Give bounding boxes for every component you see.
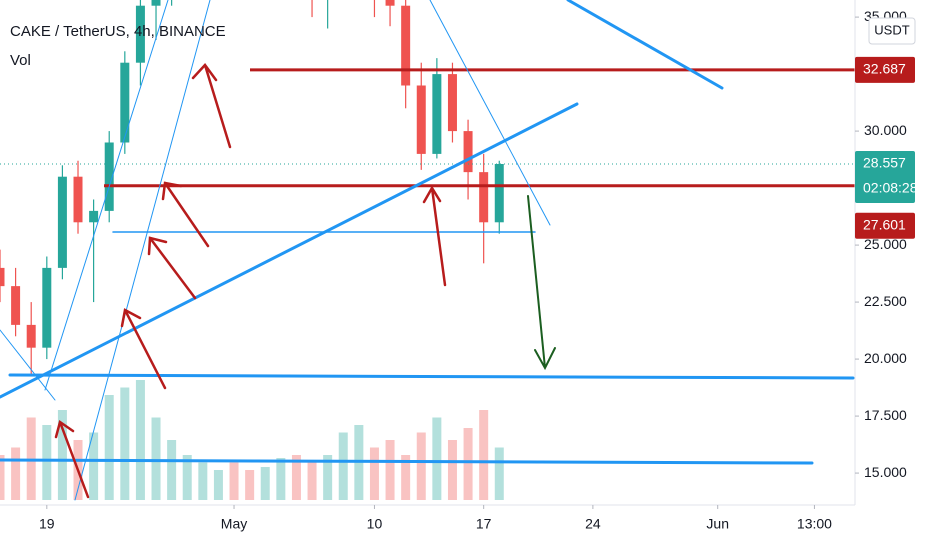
candle-body xyxy=(385,0,395,6)
candle-body xyxy=(26,324,36,348)
arrow xyxy=(422,185,447,287)
candle-body xyxy=(0,267,5,287)
volume-bar xyxy=(135,380,145,500)
trendline xyxy=(566,0,724,90)
volume-bar xyxy=(213,470,223,500)
y-tick-label: 22.500 xyxy=(864,293,907,309)
candle-body xyxy=(73,176,83,223)
axes: 35.00030.00025.00022.50020.00017.50015.0… xyxy=(39,8,918,532)
arrow xyxy=(527,195,556,371)
x-tick-label: May xyxy=(221,516,247,532)
y-tick-label: 20.000 xyxy=(864,350,907,366)
price-label: 28.557 xyxy=(863,155,906,171)
chart-title: CAKE / TetherUS, 4h, BINANCE xyxy=(10,23,226,40)
trendline xyxy=(0,102,579,399)
drawings xyxy=(0,0,855,501)
thin-line xyxy=(44,0,169,391)
volume-bar xyxy=(57,410,67,500)
volume-bar xyxy=(291,455,301,500)
candle-body xyxy=(42,267,52,348)
volume-bar xyxy=(479,410,489,500)
volume-bar xyxy=(229,462,239,500)
volume-bar xyxy=(104,395,114,500)
x-tick-label: 17 xyxy=(476,516,492,532)
plot xyxy=(0,0,855,500)
volume-bar xyxy=(494,447,504,500)
candle-body xyxy=(89,210,99,223)
candle-body xyxy=(104,142,114,211)
y-tick-label: 15.000 xyxy=(864,464,907,480)
price-label-box xyxy=(855,150,915,203)
arrow xyxy=(54,419,90,499)
candle-body xyxy=(479,172,489,223)
volume-bar xyxy=(323,455,333,500)
candle-body xyxy=(120,62,130,143)
arrow xyxy=(120,308,167,390)
volume-bar xyxy=(198,462,208,500)
arrow xyxy=(191,63,232,149)
x-tick-label: 10 xyxy=(367,516,383,532)
x-tick-label: 24 xyxy=(585,516,601,532)
volume-bar xyxy=(416,432,426,500)
countdown: 02:08:28 xyxy=(863,180,918,196)
price-label-box xyxy=(855,56,915,83)
x-tick-label: 19 xyxy=(39,516,55,532)
volume-bar xyxy=(307,462,317,500)
volume-bar xyxy=(0,455,5,500)
volume-bar xyxy=(432,417,442,500)
price-label: 27.601 xyxy=(863,216,906,232)
volume-bar xyxy=(89,432,99,500)
y-tick-label: 17.500 xyxy=(864,407,907,423)
candle-body xyxy=(416,85,426,154)
arrow xyxy=(161,181,210,248)
support-line xyxy=(0,458,814,465)
price-label-box xyxy=(855,212,915,239)
candle-body xyxy=(447,74,457,132)
volume-bar xyxy=(167,440,177,500)
volume-bar xyxy=(151,417,161,500)
volume-bar xyxy=(385,440,395,500)
volume-bar xyxy=(260,467,270,500)
candle-body xyxy=(463,131,473,173)
candle-body xyxy=(57,176,67,268)
candle-body xyxy=(432,74,442,154)
volume-bar xyxy=(120,387,130,500)
volume-bar xyxy=(42,425,52,500)
volume-bar xyxy=(401,455,411,500)
volume-bar xyxy=(182,455,192,500)
candle-body xyxy=(135,5,145,63)
arrow xyxy=(147,236,197,300)
subtitle: Vol xyxy=(10,52,31,69)
currency-button xyxy=(868,17,916,45)
thin-line xyxy=(74,0,211,501)
candle-body xyxy=(151,0,161,6)
y-tick-label: 30.000 xyxy=(864,122,907,138)
price-label: 32.687 xyxy=(863,61,906,77)
x-tick-label: 13:00 xyxy=(797,516,832,532)
y-tick-label: 25.000 xyxy=(864,236,907,252)
volume-bar xyxy=(369,447,379,500)
candle-body xyxy=(401,5,411,86)
currency-label: USDT xyxy=(874,22,909,37)
thin-line xyxy=(429,0,551,226)
volume-bar xyxy=(276,458,286,500)
support-line xyxy=(8,373,855,380)
volume-bar xyxy=(338,432,348,500)
candle-body xyxy=(494,163,504,223)
volume-bar xyxy=(245,470,255,500)
volume-bar xyxy=(11,447,21,500)
x-tick-label: Jun xyxy=(706,516,729,532)
volume-bar xyxy=(447,440,457,500)
arrows xyxy=(54,63,447,499)
candle-body xyxy=(11,286,21,325)
volume-bar xyxy=(463,428,473,500)
